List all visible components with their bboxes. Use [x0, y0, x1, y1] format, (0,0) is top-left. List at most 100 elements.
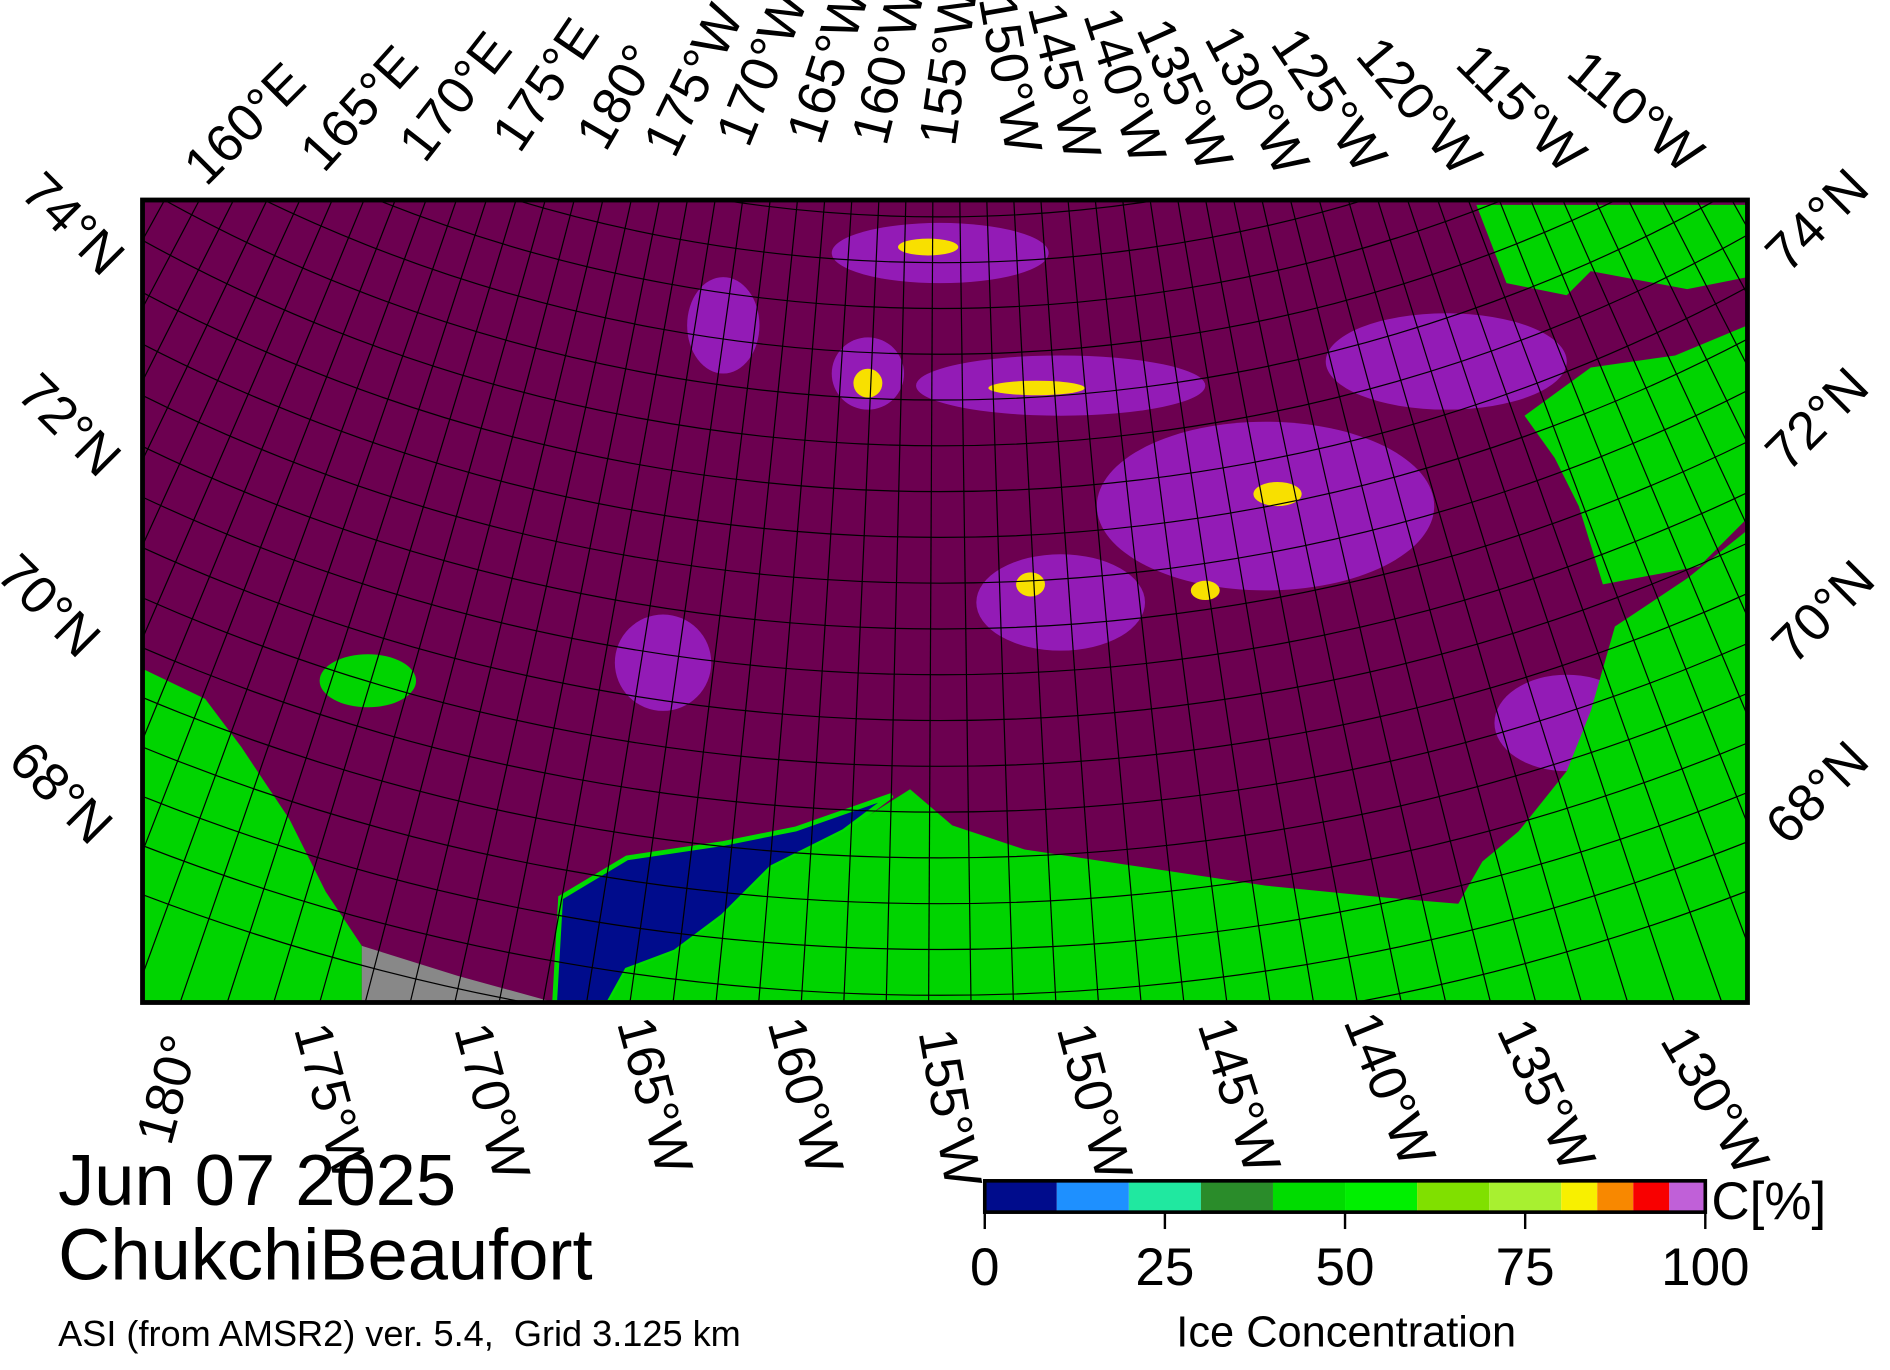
colorbar-segment [1633, 1180, 1670, 1213]
meridian [364, 200, 575, 1003]
parallel [142, 440, 1748, 630]
left-latitude-label: 68°N [0, 730, 123, 855]
colorbar-tick-label: 50 [1316, 1238, 1375, 1297]
meridian [1094, 200, 1185, 1003]
bottom-longitude-label: 160°W [756, 1011, 854, 1180]
colorbar-segment [1669, 1180, 1706, 1213]
land-victoria-island [1476, 204, 1748, 296]
right-latitude-label: 72°N [1755, 357, 1880, 482]
meridian [542, 200, 689, 1003]
meridian [142, 200, 427, 977]
meridian [498, 200, 661, 1003]
ice-highlights [853, 238, 1302, 601]
parallel [142, 389, 1748, 584]
meridian [1347, 200, 1583, 1003]
bottom-longitude-label: 155°W [907, 1024, 993, 1191]
colorbar-tick-label: 75 [1496, 1238, 1555, 1297]
meridian [1205, 200, 1358, 1003]
top-longitude-label: 160°E [173, 52, 317, 196]
meridian [1562, 200, 1748, 619]
colorbar-tick-label: 0 [970, 1238, 999, 1297]
left-latitude-label: 74°N [10, 161, 135, 286]
bottom-longitude-label: 135°W [1485, 1010, 1606, 1180]
land-banks-island [1524, 325, 1748, 585]
meridian [1406, 200, 1676, 1003]
left-latitude-label: 70°N [0, 543, 111, 668]
colorbar-segment [984, 1180, 1057, 1213]
meridian [1261, 200, 1447, 1003]
right-latitude-label: 74°N [1755, 158, 1880, 283]
parallel [515, 200, 1365, 263]
bottom-longitude-label: 180° [125, 1029, 210, 1150]
bottom-longitude-label: 145°W [1186, 1010, 1291, 1180]
meridian [1437, 200, 1723, 1003]
meridian [1318, 200, 1537, 1003]
meridian [1122, 200, 1228, 1003]
meridian [928, 200, 934, 1003]
map-area [142, 200, 1748, 1003]
colorbar-unit: C[%] [1711, 1172, 1826, 1231]
parallel [142, 541, 1748, 721]
meridian [800, 200, 853, 1003]
bottom-longitude-label: 140°W [1332, 1004, 1447, 1174]
meridian [142, 200, 396, 854]
meridian [843, 200, 880, 1003]
colorbar-segment [1056, 1180, 1129, 1213]
colorbar-tick-label: 25 [1135, 1238, 1194, 1297]
bottom-longitude-label: 170°W [443, 1017, 541, 1186]
parallel [720, 200, 1160, 218]
parallel [163, 200, 1717, 401]
meridian [1040, 200, 1100, 1003]
meridian [1377, 200, 1629, 1003]
meridian [672, 200, 771, 1003]
meridian [885, 200, 907, 1003]
source-note: ASI (from AMSR2) ver. 5.4, Grid 3.125 km [58, 1313, 741, 1354]
meridian [1013, 200, 1057, 1003]
meridian [319, 200, 546, 1003]
meridian [585, 200, 716, 1003]
meridian [454, 200, 632, 1003]
map-frame [140, 197, 1750, 1005]
colorbar-title: Ice Concentration [1176, 1309, 1516, 1357]
land-alaska-yukon [608, 530, 1748, 1003]
meridian [715, 200, 799, 1003]
colorbar-segment [1417, 1180, 1490, 1213]
meridian [1067, 200, 1142, 1003]
parallel [142, 234, 1748, 446]
left-latitude-label: 72°N [6, 363, 131, 488]
colorbar-segment [1489, 1180, 1562, 1213]
colorbar-segment [1597, 1180, 1634, 1213]
colorbar-segment [1561, 1180, 1598, 1213]
meridian [142, 200, 365, 742]
meridian [226, 200, 488, 1003]
land-wrangel-island [319, 654, 417, 708]
top-longitude-label: 110°W [1557, 39, 1714, 184]
bottom-longitude-label: 150°W [1045, 1017, 1143, 1186]
parallel [142, 337, 1748, 538]
parallel [142, 285, 1748, 492]
meridian [273, 200, 517, 1003]
meridian [1233, 200, 1402, 1003]
meridian [1530, 200, 1748, 718]
region-title: ChukchiBeaufort [58, 1216, 592, 1296]
parallel [142, 491, 1748, 675]
bottom-longitude-label: 165°W [605, 1011, 703, 1180]
meridian [409, 200, 604, 1003]
date-title: Jun 07 2025 [58, 1141, 456, 1221]
meridian [1149, 200, 1271, 1003]
meridian [959, 200, 972, 1003]
meridian [1594, 200, 1748, 528]
meridian [1177, 200, 1315, 1003]
bottom-longitude-label: 130°W [1649, 1017, 1780, 1185]
meridian [179, 200, 458, 1003]
meridian [986, 200, 1015, 1003]
parallel [142, 592, 1748, 767]
colorbar-tick-label: 100 [1661, 1238, 1749, 1297]
graticule [142, 200, 1748, 1003]
meridian [1467, 200, 1748, 945]
meridian [1289, 200, 1492, 1003]
colorbar-segment [1345, 1180, 1418, 1213]
right-latitude-label: 70°N [1761, 549, 1886, 674]
parallel [263, 200, 1617, 355]
